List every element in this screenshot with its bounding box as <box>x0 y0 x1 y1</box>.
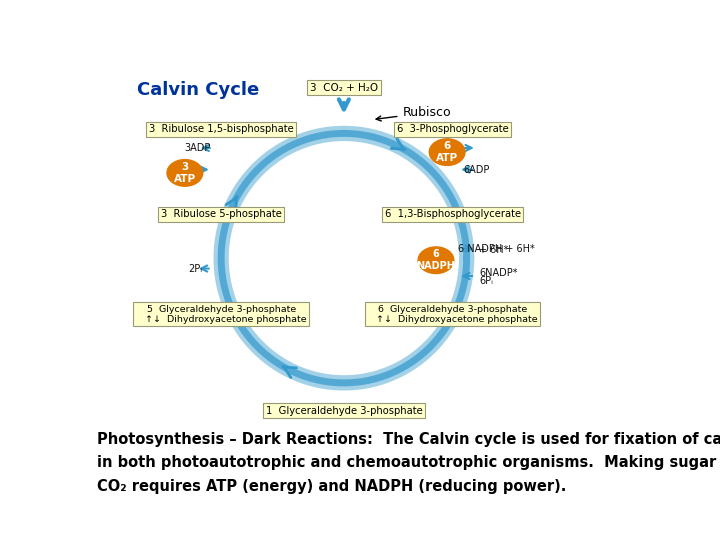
Text: + 6H*: + 6H* <box>480 245 509 255</box>
Text: 6NADP*: 6NADP* <box>480 268 518 278</box>
Text: 1  Glyceraldehyde 3-phosphate: 1 Glyceraldehyde 3-phosphate <box>266 406 422 416</box>
Text: 3
ATP: 3 ATP <box>174 162 196 184</box>
Text: 5  Glyceraldehyde 3-phosphate
   ↑↓  Dihydroxyacetone phosphate: 5 Glyceraldehyde 3-phosphate ↑↓ Dihydrox… <box>136 305 307 324</box>
Text: 2Pᵢ: 2Pᵢ <box>188 264 202 274</box>
Circle shape <box>167 160 203 186</box>
Text: Rubisco: Rubisco <box>376 106 451 121</box>
Text: 6Pᵢ: 6Pᵢ <box>480 276 493 286</box>
Text: 6  Glyceraldehyde 3-phosphate
   ↑↓  Dihydroxyacetone phosphate: 6 Glyceraldehyde 3-phosphate ↑↓ Dihydrox… <box>367 305 538 324</box>
Text: 3  Ribulose 1,5-bisphosphate: 3 Ribulose 1,5-bisphosphate <box>149 124 294 134</box>
Text: in both photoautotrophic and chemoautotrophic organisms.  Making sugar from: in both photoautotrophic and chemoautotr… <box>96 455 720 470</box>
Text: 6ADP: 6ADP <box>464 165 490 174</box>
Text: 6
NADPH: 6 NADPH <box>417 249 455 271</box>
Text: 6 NADPH + 6H*: 6 NADPH + 6H* <box>459 244 535 254</box>
Text: 3ADP: 3ADP <box>184 143 211 153</box>
Circle shape <box>418 247 454 274</box>
Text: CO₂ requires ATP (energy) and NADPH (reducing power).: CO₂ requires ATP (energy) and NADPH (red… <box>96 479 566 494</box>
Text: 3  Ribulose 5-phosphate: 3 Ribulose 5-phosphate <box>161 210 282 219</box>
Circle shape <box>429 139 465 165</box>
Text: 3  CO₂ + H₂O: 3 CO₂ + H₂O <box>310 83 378 93</box>
Text: Photosynthesis – Dark Reactions:  The Calvin cycle is used for fixation of carbo: Photosynthesis – Dark Reactions: The Cal… <box>96 431 720 447</box>
Text: 6  3-Phosphoglycerate: 6 3-Phosphoglycerate <box>397 124 508 134</box>
Text: 6  1,3-Bisphosphoglycerate: 6 1,3-Bisphosphoglycerate <box>384 210 521 219</box>
Text: 6
ATP: 6 ATP <box>436 141 458 163</box>
Text: Calvin Cycle: Calvin Cycle <box>138 80 260 99</box>
